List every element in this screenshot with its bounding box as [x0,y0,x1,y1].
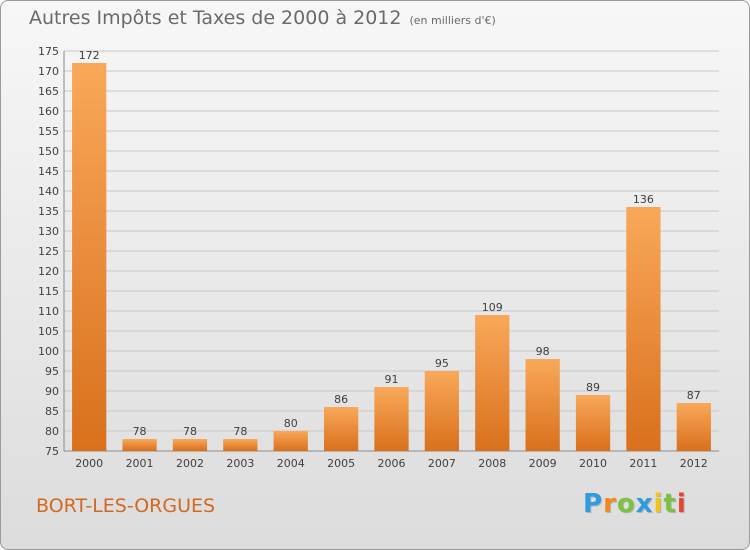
logo-letter: r [603,489,617,519]
bar-2004 [273,431,308,451]
y-tick-label-90: 90 [45,385,59,398]
logo-letter: x [635,489,654,519]
x-tick-label-2002: 2002 [176,457,204,470]
y-tick-label-155: 155 [38,125,59,138]
y-tick-label-95: 95 [45,365,59,378]
bar-2011 [626,207,661,451]
x-tick-label-2005: 2005 [327,457,355,470]
bar-2007 [424,371,460,451]
data-label-2003: 78 [233,425,247,438]
x-tick-label-2004: 2004 [277,457,305,470]
y-tick-label-85: 85 [45,405,59,418]
y-tick-label-165: 165 [38,85,59,98]
x-tick-label-2008: 2008 [478,457,506,470]
data-label-2011: 136 [633,193,654,206]
data-label-2007: 95 [435,357,449,370]
bar-2003 [223,439,258,451]
x-tick-label-2003: 2003 [226,457,254,470]
y-tick-label-140: 140 [38,185,59,198]
logo-letter: i [653,489,664,519]
x-tick-label-2000: 2000 [75,457,103,470]
x-tick-label-2001: 2001 [126,457,154,470]
bar-2009 [525,359,560,451]
bar-2000 [72,63,107,451]
y-tick-label-145: 145 [38,165,59,178]
bar-2006 [374,387,409,451]
logo-letter: i [676,489,687,519]
logo-letter: P [583,489,604,519]
data-label-2010: 89 [586,381,600,394]
y-tick-label-175: 175 [38,45,59,58]
bar-2008 [475,315,510,451]
data-label-2001: 78 [133,425,147,438]
proxiti-logo: Proxiti [583,489,687,519]
bar-2001 [122,439,157,451]
bar-2005 [323,407,359,451]
bar-2010 [575,395,611,451]
title-unit: (en milliers d'€) [409,14,496,27]
commune-name: BORT-LES-ORGUES [36,495,216,517]
bar-2002 [172,439,208,451]
y-tick-label-100: 100 [38,345,59,358]
x-tick-label-2007: 2007 [428,457,456,470]
y-tick-label-170: 170 [38,65,59,78]
data-label-2002: 78 [183,425,197,438]
data-label-2008: 109 [482,301,503,314]
x-tick-label-2006: 2006 [378,457,406,470]
chart-title: Autres Impôts et Taxes de 2000 à 2012 (en… [29,7,496,29]
data-label-2000: 172 [79,49,100,62]
y-tick-label-75: 75 [45,445,59,458]
data-label-2005: 86 [334,393,348,406]
y-tick-label-160: 160 [38,105,59,118]
bar-2012 [676,403,711,451]
data-label-2006: 91 [385,373,399,386]
logo-letter: o [616,489,636,519]
logo-letter: t [663,489,677,519]
data-label-2004: 80 [284,417,298,430]
x-tick-label-2012: 2012 [680,457,708,470]
y-tick-label-125: 125 [38,245,59,258]
y-tick-label-135: 135 [38,205,59,218]
y-tick-label-150: 150 [38,145,59,158]
title-text: Autres Impôts et Taxes de 2000 à 2012 [29,7,402,29]
y-tick-label-130: 130 [38,225,59,238]
y-tick-label-110: 110 [38,305,59,318]
y-tick-label-80: 80 [45,425,59,438]
y-tick-label-120: 120 [38,265,59,278]
data-label-2009: 98 [536,345,550,358]
x-tick-label-2010: 2010 [579,457,607,470]
data-label-2012: 87 [687,389,701,402]
y-tick-label-105: 105 [38,325,59,338]
x-tick-label-2011: 2011 [629,457,657,470]
x-tick-label-2009: 2009 [529,457,557,470]
y-tick-label-115: 115 [38,285,59,298]
